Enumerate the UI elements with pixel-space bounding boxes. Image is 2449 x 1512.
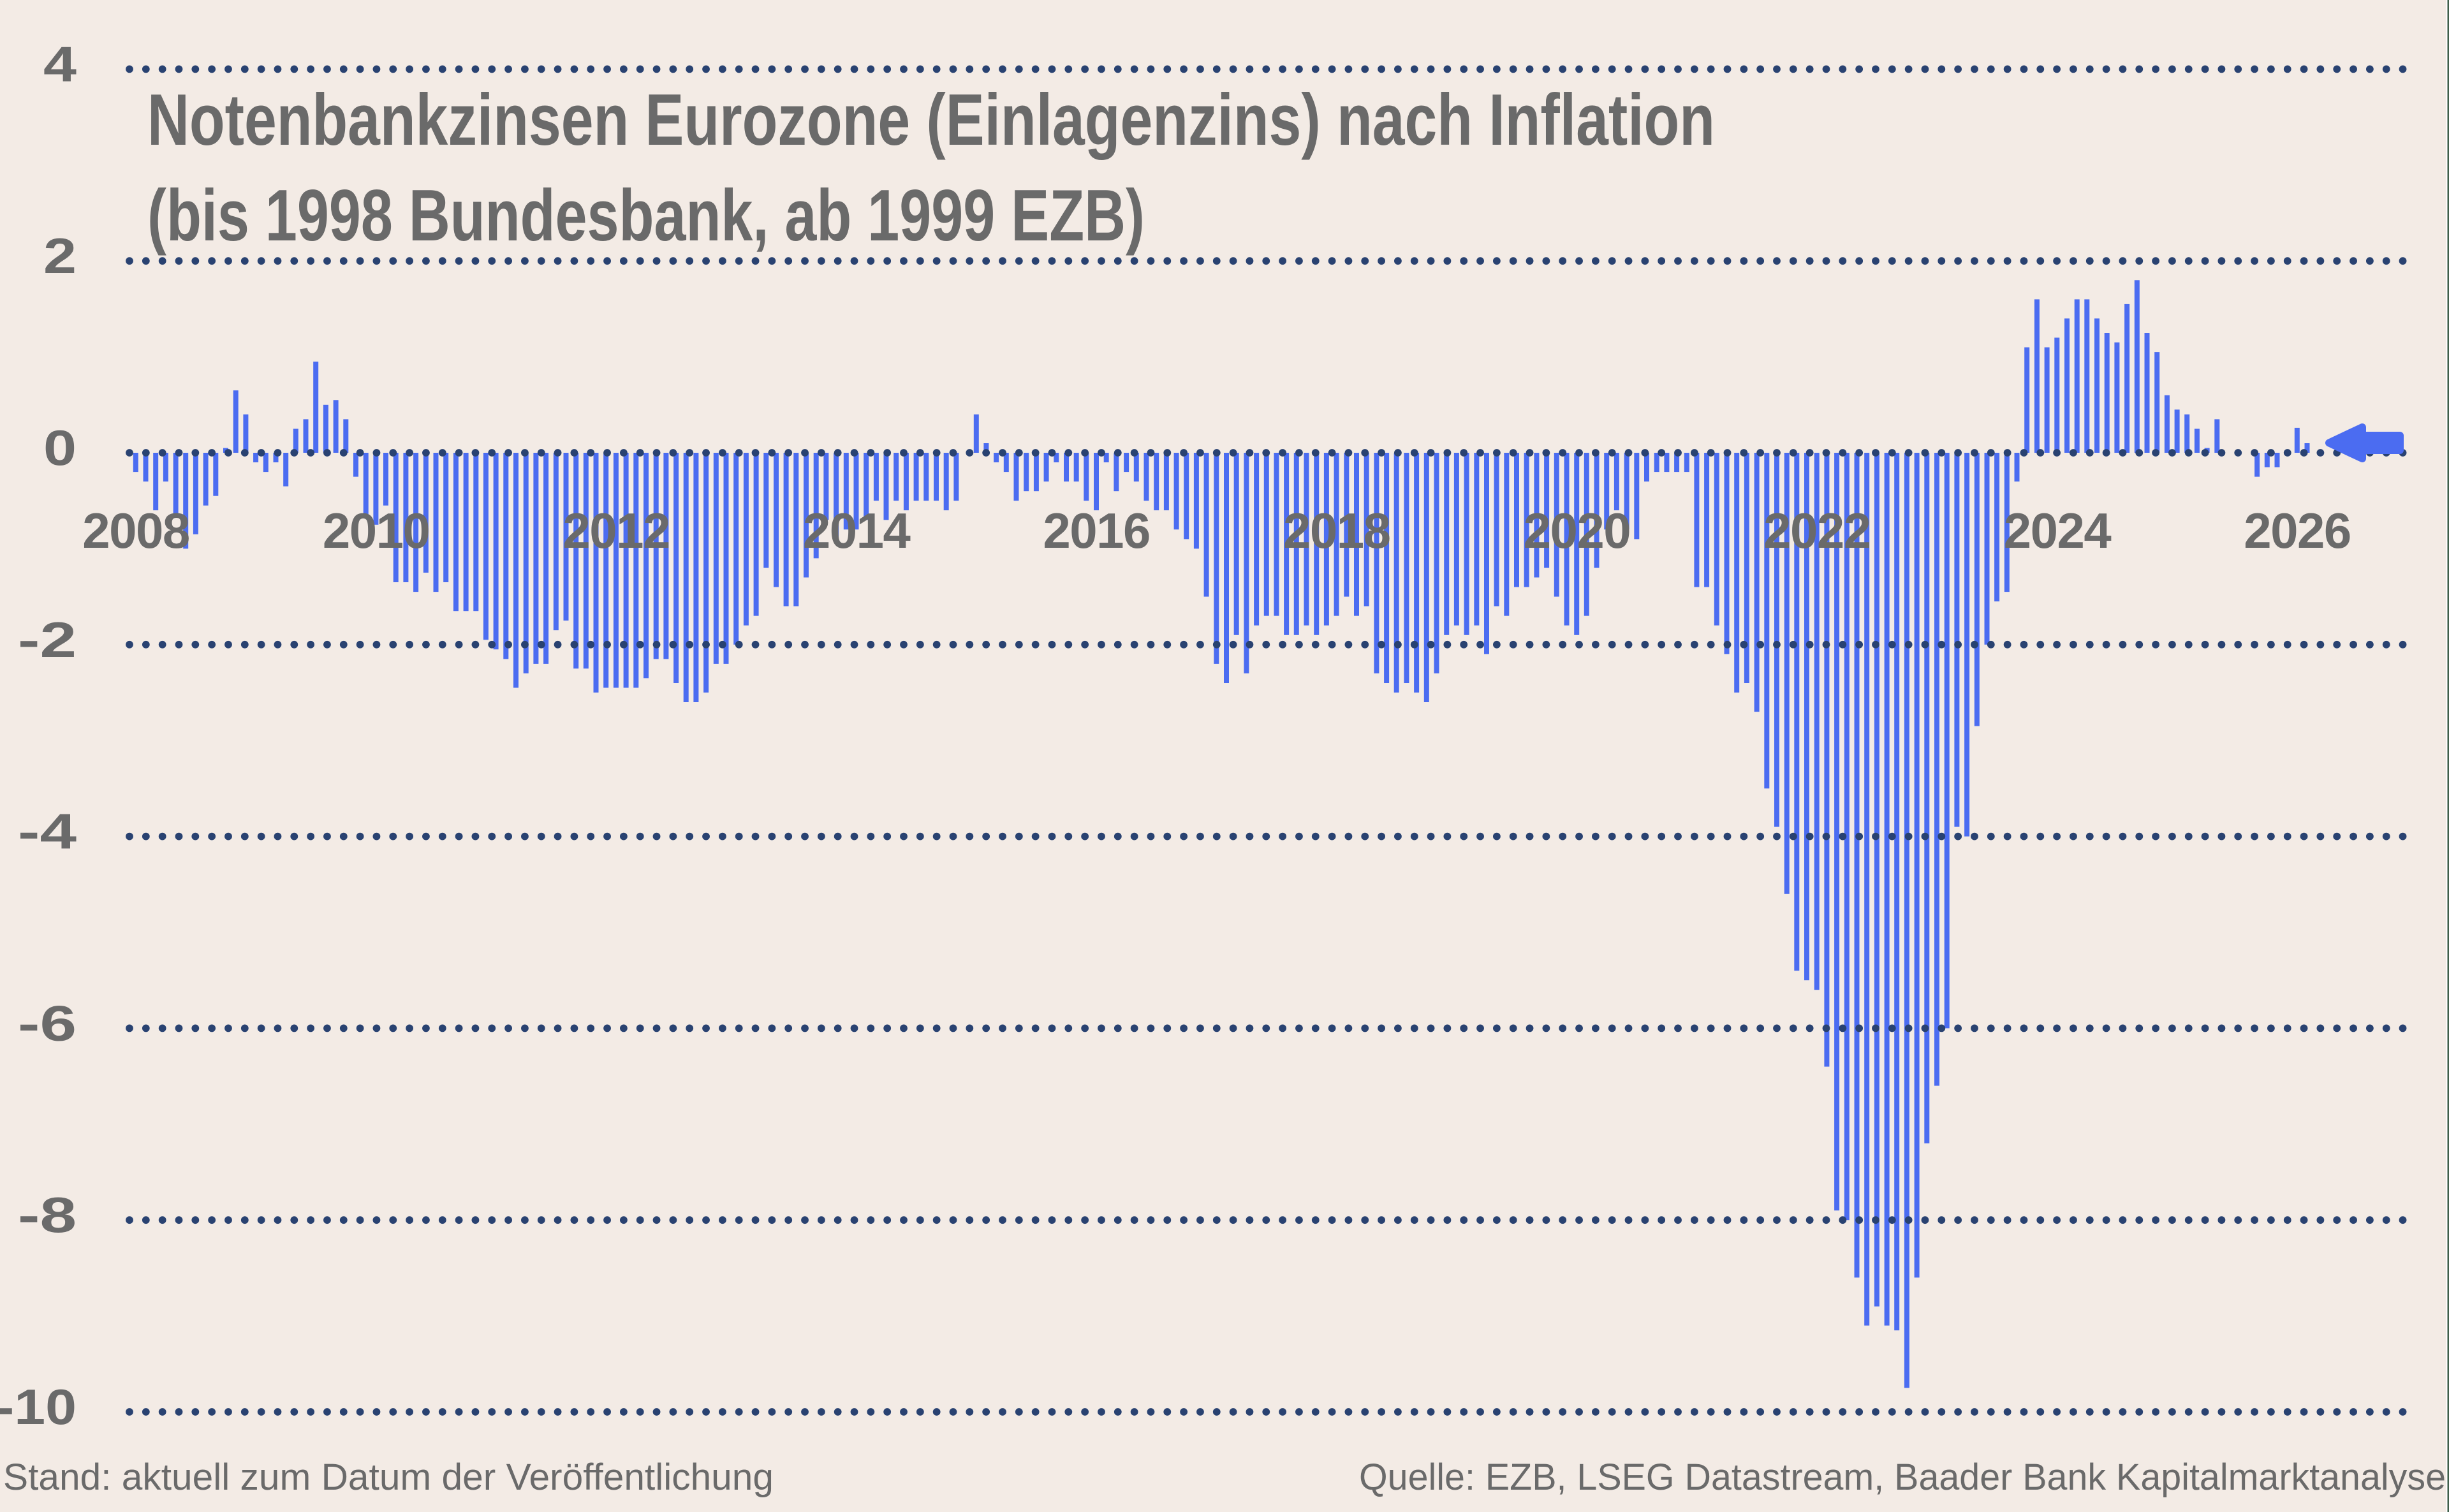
svg-text:2014: 2014 xyxy=(803,503,911,559)
svg-text:4: 4 xyxy=(43,36,77,92)
svg-text:(bis 1998 Bundesbank, ab 1999: (bis 1998 Bundesbank, ab 1999 EZB) xyxy=(147,175,1145,256)
svg-text:2022: 2022 xyxy=(1763,503,1871,559)
svg-text:2018: 2018 xyxy=(1283,503,1390,559)
svg-text:2012: 2012 xyxy=(563,503,670,559)
svg-text:0: 0 xyxy=(43,420,77,476)
svg-text:2016: 2016 xyxy=(1043,503,1150,559)
svg-text:Stand: aktuell zum Datum der V: Stand: aktuell zum Datum der Veröffentli… xyxy=(3,1457,774,1498)
svg-text:-6: -6 xyxy=(18,995,77,1051)
svg-text:Quelle: EZB, LSEG Datastream,: Quelle: EZB, LSEG Datastream, Baader Ban… xyxy=(1359,1457,2446,1498)
svg-text:2024: 2024 xyxy=(2004,503,2112,559)
svg-text:2026: 2026 xyxy=(2244,503,2351,559)
svg-text:-2: -2 xyxy=(18,612,77,668)
svg-text:2008: 2008 xyxy=(82,503,189,559)
svg-text:2: 2 xyxy=(43,228,77,284)
svg-text:2020: 2020 xyxy=(1524,503,1631,559)
svg-text:2010: 2010 xyxy=(323,503,430,559)
svg-text:-10: -10 xyxy=(0,1379,77,1435)
svg-text:-8: -8 xyxy=(18,1187,77,1243)
svg-text:-4: -4 xyxy=(18,804,77,860)
svg-text:Notenbankzinsen Eurozone (Einl: Notenbankzinsen Eurozone (Einlagenzins) … xyxy=(147,79,1715,161)
